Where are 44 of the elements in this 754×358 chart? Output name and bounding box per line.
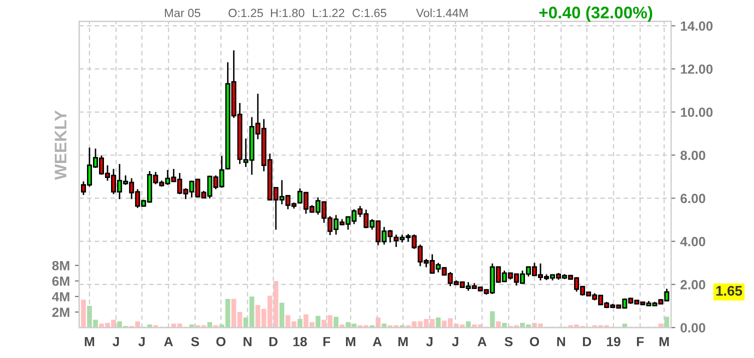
y-tick-label: 10.00 [680,108,713,117]
x-tick-label: N [557,337,565,346]
y-tick-label: 14.00 [680,21,713,31]
y-tick-label: 8.00 [680,150,706,160]
x-tick-label: F [636,337,644,346]
x-tick-label: D [582,337,592,346]
y-tick-label: 6.00 [680,194,706,204]
x-tick-label: J [112,337,119,346]
x-tick-label: J [452,337,458,346]
x-tick-label: J [426,337,432,346]
x-tick-label: N [244,337,252,346]
x-tick-label: A [164,337,173,346]
x-tick-label: O [530,336,540,346]
annotation: +0.40 (32.00%) [539,6,652,22]
x-tick-label: D [269,337,278,346]
text: C:1.65 [352,8,386,18]
x-tick-label: 18 [293,336,307,346]
x-tick-label: 19 [606,336,620,346]
x-tick-label: A [478,337,486,346]
y2-tick-label: 4M [52,292,70,302]
x-tick-label: M [398,337,408,346]
y-tick-label: 4.00 [680,236,706,246]
x-tick-label: M [84,337,94,346]
y-tick-label: 2.00 [680,280,706,290]
text: 1.65 [716,286,742,296]
x-tick-label: O [216,336,226,346]
x-tick-label: M [660,337,669,346]
text: H:1.80 [270,8,304,18]
x-tick-label: A [372,337,382,346]
x-tick-label: S [504,336,513,346]
text: WEEKLY [54,110,66,180]
y-tick-label: 12.00 [680,64,713,74]
text: O:1.25 [228,8,263,18]
y2-tick-label: 2M [52,308,70,317]
x-tick-label: F [323,337,330,346]
x-tick-label: S [191,336,200,346]
y-tick-label: 0.00 [680,323,706,332]
text: L:1.22 [312,8,344,18]
x-tick-label: J [138,337,145,346]
y2-tick-label: 6M [52,276,70,286]
text: Vol:1.44M [416,8,468,18]
y2-tick-label: 8M [52,260,70,270]
x-tick-label: M [346,337,356,346]
text: Mar 05 [164,8,200,18]
